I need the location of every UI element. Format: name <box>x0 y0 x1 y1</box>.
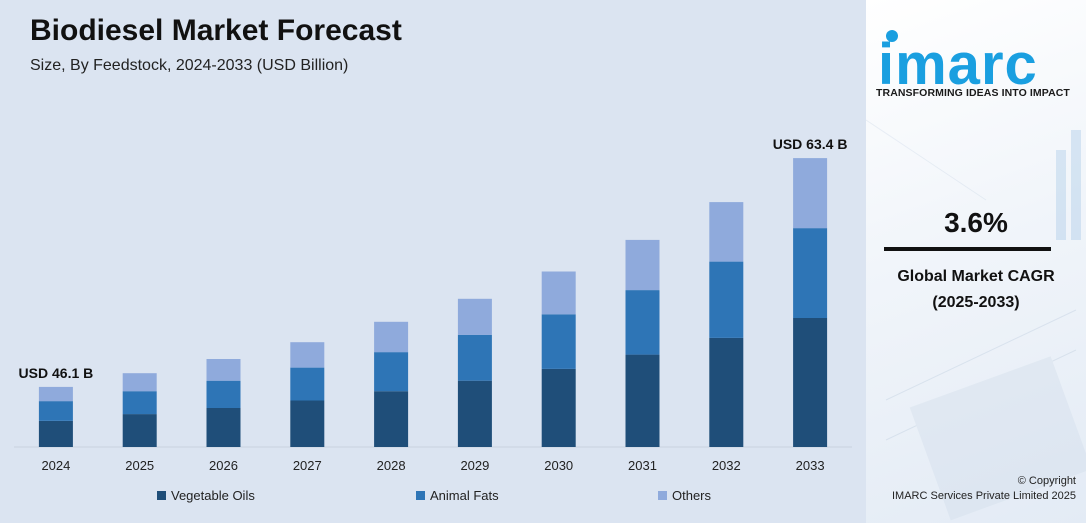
bar-vegetable-oils-2025 <box>122 414 157 447</box>
imarc-logo: imarc <box>878 30 1038 90</box>
bar-others-2032 <box>709 202 744 262</box>
chart-subtitle: Size, By Feedstock, 2024-2033 (USD Billi… <box>30 57 349 74</box>
tagline: TRANSFORMING IDEAS INTO IMPACT <box>876 87 1070 99</box>
bar-others-2031 <box>625 239 660 291</box>
total-label-2033: USD 63.4 B <box>773 136 848 152</box>
legend-label: Animal Fats <box>430 488 499 503</box>
x-tick-label-2033: 2033 <box>796 458 825 473</box>
bar-animal-fats-2032 <box>709 261 744 338</box>
bar-others-2033 <box>793 158 828 229</box>
cagr-value: 3.6% <box>944 207 1008 238</box>
cagr-period: (2025-2033) <box>932 294 1020 311</box>
legend-swatch <box>658 491 667 500</box>
legend-label: Others <box>672 488 712 503</box>
legend-label: Vegetable Oils <box>171 488 255 503</box>
legend-swatch <box>416 491 425 500</box>
bar-vegetable-oils-2030 <box>541 368 576 447</box>
bar-vegetable-oils-2033 <box>793 318 828 447</box>
x-tick-label-2029: 2029 <box>460 458 489 473</box>
bar-animal-fats-2028 <box>374 352 409 392</box>
x-tick-label-2028: 2028 <box>377 458 406 473</box>
legend-item-vegetable-oils: Vegetable Oils <box>157 488 255 503</box>
bar-vegetable-oils-2027 <box>290 400 325 447</box>
chart-title: Biodiesel Market Forecast <box>30 14 402 47</box>
cagr-label: Global Market CAGR <box>897 268 1055 285</box>
bar-animal-fats-2030 <box>541 314 576 369</box>
legend-item-animal-fats: Animal Fats <box>416 488 499 503</box>
chart-panel: Biodiesel Market Forecast Size, By Feeds… <box>0 14 866 508</box>
x-tick-label-2027: 2027 <box>293 458 322 473</box>
copyright-block: © Copyright IMARC Services Private Limit… <box>866 474 1076 504</box>
bar-chart: 2024 USD 46.1 B 2025 2026 2027 2028 2029 2030 20… <box>14 136 852 473</box>
x-tick-label-2030: 2030 <box>544 458 573 473</box>
bar-others-2024 <box>38 386 73 402</box>
bar-animal-fats-2025 <box>122 391 157 415</box>
x-tick-label-2024: 2024 <box>41 458 70 473</box>
bar-animal-fats-2031 <box>625 290 660 355</box>
x-tick-label-2025: 2025 <box>125 458 154 473</box>
bar-vegetable-oils-2026 <box>206 407 241 447</box>
total-label-2024: USD 46.1 B <box>19 365 94 381</box>
copyright-owner: IMARC Services Private Limited 2025 <box>891 490 1076 502</box>
bar-animal-fats-2024 <box>38 401 73 421</box>
bar-others-2030 <box>541 271 576 315</box>
chart-legend: Vegetable Oils Animal Fats Others <box>0 488 866 508</box>
decorative-background-graphic <box>866 119 1086 521</box>
legend-swatch <box>157 491 166 500</box>
bar-animal-fats-2026 <box>206 380 241 408</box>
x-tick-label-2032: 2032 <box>712 458 741 473</box>
bar-animal-fats-2029 <box>457 334 492 381</box>
legend-item-others: Others <box>658 488 711 503</box>
bar-others-2025 <box>122 373 157 392</box>
cagr-divider <box>884 247 1051 251</box>
cagr-label-block: Global Market CAGR (2025-2033) <box>866 264 1086 316</box>
bar-others-2027 <box>290 342 325 368</box>
side-panel: imarc TRANSFORMING IDEAS INTO IMPACT 3.6… <box>866 0 1086 523</box>
x-tick-label-2026: 2026 <box>209 458 238 473</box>
bar-animal-fats-2033 <box>793 228 828 318</box>
bar-vegetable-oils-2028 <box>374 391 409 447</box>
bar-vegetable-oils-2032 <box>709 337 744 447</box>
x-tick-label-2031: 2031 <box>628 458 657 473</box>
bar-others-2026 <box>206 359 241 381</box>
copyright-line: © Copyright <box>1017 475 1076 487</box>
bar-animal-fats-2027 <box>290 367 325 401</box>
bar-vegetable-oils-2024 <box>38 421 73 447</box>
bar-vegetable-oils-2031 <box>625 354 660 447</box>
bar-vegetable-oils-2029 <box>457 380 492 447</box>
logo-wordmark: imarc <box>878 32 1038 90</box>
bar-others-2029 <box>457 298 492 335</box>
bar-others-2028 <box>374 321 409 353</box>
